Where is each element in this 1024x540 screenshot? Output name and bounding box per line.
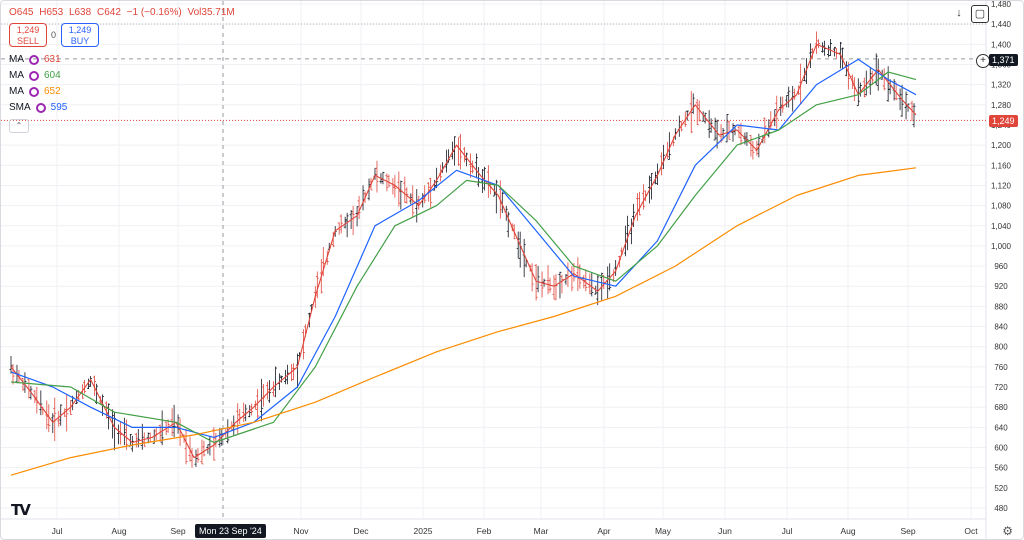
y-tick-label: 1,120 (991, 181, 1012, 190)
x-tick-label: Feb (477, 526, 492, 536)
x-tick-label: Apr (597, 526, 610, 536)
spread-value: 0 (51, 30, 57, 40)
close-value: C642 (96, 7, 121, 18)
y-tick-label: 640 (994, 423, 1008, 432)
y-tick-label: 960 (994, 262, 1008, 271)
x-tick-label: 2025 (414, 526, 433, 536)
y-tick-label: 1,440 (991, 20, 1012, 29)
y-tick-label: 480 (994, 504, 1008, 513)
buy-button[interactable]: 1,249 BUY (61, 23, 99, 47)
indicator-sma[interactable]: SMA 595 (9, 102, 67, 113)
low-value: L638 (68, 7, 92, 18)
y-tick-label: 600 (994, 444, 1008, 453)
y-tick-label: 520 (994, 484, 1008, 493)
y-tick-label: 1,160 (991, 161, 1012, 170)
y-tick-label: 1,480 (991, 1, 1012, 9)
y-tick-label: 560 (994, 464, 1008, 473)
y-tick-label: 840 (994, 323, 1008, 332)
change-value: −1 (−0.16%) (126, 7, 182, 18)
scroll-down-icon[interactable]: ↓ (956, 7, 962, 19)
y-tick-label: 1,320 (991, 81, 1012, 90)
x-tick-label: Sep (170, 526, 185, 536)
crosshair-price-tag: 1,371 (989, 54, 1018, 66)
indicator-name: MA (9, 86, 24, 97)
y-tick-label: 880 (994, 302, 1008, 311)
open-value: O645 (9, 7, 34, 18)
high-value: H653 (39, 7, 64, 18)
ohlc-legend: O645 H653 L638 C642 −1 (−0.16%) Vol35.71… (9, 7, 238, 18)
crosshair-date-label: Mon 23 Sep '24 (195, 524, 266, 538)
sell-label: SELL (16, 36, 40, 46)
y-tick-label: 1,280 (991, 101, 1012, 110)
y-tick-label: 800 (994, 343, 1008, 352)
y-tick-label: 1,000 (991, 242, 1012, 251)
sell-price: 1,249 (16, 25, 40, 35)
x-tick-label: Aug (111, 526, 126, 536)
x-tick-label: Dec (353, 526, 369, 536)
y-tick-label: 1,200 (991, 141, 1012, 150)
collapse-legend-button[interactable]: ⌃ (9, 119, 29, 133)
y-tick-label: 720 (994, 383, 1008, 392)
series-line-0 (10, 43, 917, 459)
add-alert-icon[interactable]: + (976, 54, 990, 68)
series-line-3 (10, 167, 917, 476)
tradingview-logo[interactable]: TV (11, 501, 31, 519)
settings-icon[interactable] (35, 102, 46, 113)
settings-icon[interactable] (29, 54, 39, 65)
indicator-ma-2[interactable]: MA 604 (9, 70, 61, 81)
x-tick-label: Jun (718, 526, 732, 536)
maximize-icon[interactable]: ▢ (971, 5, 989, 23)
x-tick-label: Sep (900, 526, 915, 536)
settings-icon[interactable] (29, 86, 39, 97)
y-tick-label: 1,040 (991, 222, 1012, 231)
buy-label: BUY (70, 36, 90, 46)
indicator-value: 652 (44, 86, 61, 97)
settings-icon[interactable] (29, 70, 39, 81)
volume-value: Vol35.71M (187, 7, 235, 18)
x-tick-label: Nov (293, 526, 309, 536)
y-tick-label: 760 (994, 363, 1008, 372)
x-tick-label: Jul (52, 526, 63, 536)
series-line-2 (10, 71, 917, 444)
x-tick-label: Oct (964, 526, 978, 536)
x-tick-label: Mar (534, 526, 549, 536)
last-price-tag: 1,249 (989, 115, 1018, 127)
indicator-ma-3[interactable]: MA 652 (9, 86, 61, 97)
settings-gear-icon[interactable]: ⚙ (1002, 524, 1013, 538)
indicator-name: MA (9, 54, 24, 65)
x-tick-label: Jul (782, 526, 793, 536)
x-tick-label: Aug (840, 526, 855, 536)
indicator-name: SMA (9, 102, 31, 113)
indicator-name: MA (9, 70, 24, 81)
indicator-value: 631 (44, 54, 61, 65)
y-tick-label: 920 (994, 282, 1008, 291)
indicator-ma-1[interactable]: MA 631 (9, 54, 61, 65)
indicator-value: 604 (44, 70, 61, 81)
buy-price: 1,249 (68, 25, 92, 35)
series-line-1 (10, 58, 917, 438)
indicator-value: 595 (50, 102, 68, 113)
y-tick-label: 680 (994, 403, 1008, 412)
y-tick-label: 1,400 (991, 40, 1012, 49)
y-tick-label: 1,080 (991, 202, 1012, 211)
x-tick-label: May (655, 526, 672, 536)
sell-button[interactable]: 1,249 SELL (9, 23, 47, 47)
